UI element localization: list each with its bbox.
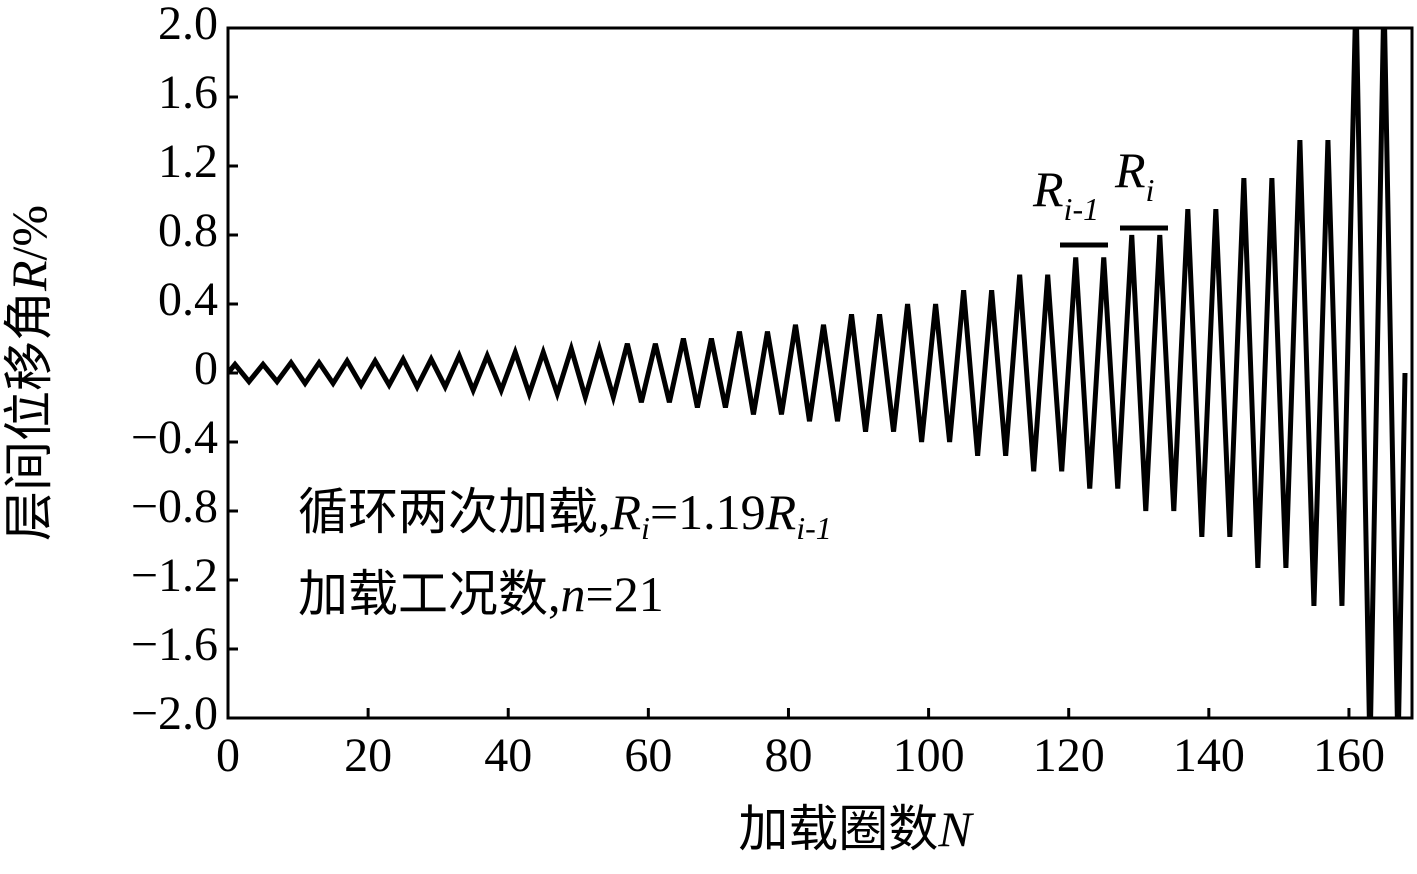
y-tick-label: −1.6 xyxy=(131,618,218,671)
y-tick-label: 0.4 xyxy=(158,273,218,326)
data-line xyxy=(228,28,1408,718)
annotation: 加载工况数,n=21 xyxy=(298,566,664,622)
annotation-sub: i-1 xyxy=(796,510,832,546)
y-tick-label: 1.2 xyxy=(158,135,218,188)
x-tick-label: 80 xyxy=(764,729,812,782)
annotation-text: 循环两次加载, xyxy=(298,484,611,540)
y-label-text: 层间位移角 xyxy=(1,291,57,541)
annotation-var: n xyxy=(561,566,586,622)
y-tick-label: −2.0 xyxy=(131,687,218,740)
y-tick-label: 0 xyxy=(194,342,218,395)
annotation-var: R xyxy=(1114,142,1146,198)
y-tick-label: −0.8 xyxy=(131,480,218,533)
x-tick-label: 160 xyxy=(1313,729,1385,782)
y-tick-label: −1.2 xyxy=(131,549,218,602)
annotation: Ri-1 xyxy=(1032,161,1099,227)
x-tick-label: 60 xyxy=(624,729,672,782)
annotation-text: =21 xyxy=(586,566,664,622)
annotation-var: R xyxy=(1032,161,1064,217)
y-tick-label: 2.0 xyxy=(158,0,218,50)
annotation: 循环两次加载,Ri=1.19Ri-1 xyxy=(298,484,832,546)
y-tick-label: 1.6 xyxy=(158,66,218,119)
y-tick-label: −0.4 xyxy=(131,411,218,464)
annotation-var: R xyxy=(765,484,797,540)
y-label-var: R xyxy=(1,261,57,293)
annotation-sub: i-1 xyxy=(1064,191,1100,227)
x-tick-label: 0 xyxy=(216,729,240,782)
annotation-sub: i xyxy=(1146,172,1155,208)
y-label-unit: /% xyxy=(1,205,57,261)
x-label-var: N xyxy=(937,801,974,857)
x-tick-label: 100 xyxy=(893,729,965,782)
x-tick-label: 120 xyxy=(1033,729,1105,782)
y-axis-label: 层间位移角R/% xyxy=(1,205,57,541)
y-tick-label: 0.8 xyxy=(158,204,218,257)
annotation: Ri xyxy=(1114,142,1154,208)
x-axis-label: 加载圈数N xyxy=(738,801,974,857)
annotation-text: =1.19 xyxy=(650,484,766,540)
annotation-var: R xyxy=(610,484,642,540)
x-label-text: 加载圈数 xyxy=(738,801,938,857)
annotation-text: 加载工况数, xyxy=(298,566,561,622)
x-tick-label: 140 xyxy=(1173,729,1245,782)
annotation-sub: i xyxy=(641,510,650,546)
x-tick-label: 20 xyxy=(344,729,392,782)
x-tick-label: 40 xyxy=(484,729,532,782)
